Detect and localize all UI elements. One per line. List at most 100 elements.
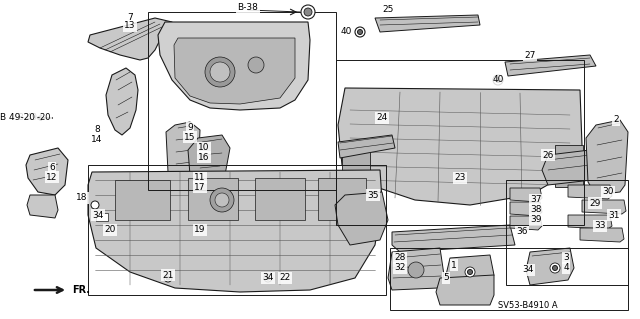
Text: 24: 24 xyxy=(376,114,388,122)
Polygon shape xyxy=(26,148,68,195)
Text: 9: 9 xyxy=(187,123,193,132)
Text: 8: 8 xyxy=(94,125,100,135)
Text: 23: 23 xyxy=(454,174,466,182)
Text: 15: 15 xyxy=(184,132,196,142)
Polygon shape xyxy=(158,22,310,110)
Text: 21: 21 xyxy=(163,271,173,279)
Text: B-38: B-38 xyxy=(237,4,259,12)
Polygon shape xyxy=(106,68,138,135)
Bar xyxy=(336,60,584,225)
Polygon shape xyxy=(542,150,596,185)
Circle shape xyxy=(358,29,362,34)
Bar xyxy=(188,178,238,220)
Text: 40: 40 xyxy=(340,27,352,36)
Polygon shape xyxy=(335,192,388,245)
Text: 29: 29 xyxy=(589,198,601,207)
Text: FR.: FR. xyxy=(72,285,90,295)
Text: 36: 36 xyxy=(516,227,528,236)
Polygon shape xyxy=(446,255,494,288)
Circle shape xyxy=(304,8,312,16)
Circle shape xyxy=(465,267,475,277)
Text: 14: 14 xyxy=(92,135,102,144)
Circle shape xyxy=(355,27,365,37)
Circle shape xyxy=(166,276,170,280)
Polygon shape xyxy=(526,248,574,285)
Text: 20: 20 xyxy=(104,226,116,234)
Text: 4: 4 xyxy=(563,263,569,272)
Bar xyxy=(88,165,386,295)
Text: 12: 12 xyxy=(46,173,58,182)
Circle shape xyxy=(467,270,472,275)
Polygon shape xyxy=(505,55,596,76)
Polygon shape xyxy=(510,216,542,230)
Text: 19: 19 xyxy=(195,226,205,234)
Text: 11: 11 xyxy=(195,174,205,182)
Text: 32: 32 xyxy=(394,263,406,272)
Circle shape xyxy=(493,75,503,85)
Bar xyxy=(555,145,583,187)
Text: 38: 38 xyxy=(531,205,541,214)
Polygon shape xyxy=(192,180,250,222)
Circle shape xyxy=(164,274,172,282)
Polygon shape xyxy=(582,200,626,214)
Text: 27: 27 xyxy=(524,50,536,60)
Polygon shape xyxy=(174,38,295,104)
Text: SV53-B4910 A: SV53-B4910 A xyxy=(498,300,557,309)
Text: 5: 5 xyxy=(443,273,449,283)
Bar xyxy=(148,12,336,190)
Text: 16: 16 xyxy=(198,152,210,161)
Circle shape xyxy=(205,57,235,87)
Circle shape xyxy=(215,193,229,207)
Text: 35: 35 xyxy=(367,190,379,199)
Polygon shape xyxy=(388,248,444,290)
Text: 6: 6 xyxy=(49,164,55,173)
Text: 17: 17 xyxy=(195,182,205,191)
Bar xyxy=(96,213,108,221)
Polygon shape xyxy=(27,195,58,218)
Text: 34: 34 xyxy=(522,265,534,275)
Circle shape xyxy=(301,5,315,19)
Bar xyxy=(342,150,370,190)
Bar xyxy=(506,180,628,285)
Text: 22: 22 xyxy=(280,273,291,283)
Text: 28: 28 xyxy=(394,254,406,263)
Text: 39: 39 xyxy=(531,216,541,225)
Circle shape xyxy=(495,78,500,83)
Circle shape xyxy=(552,265,557,271)
Circle shape xyxy=(91,201,99,209)
Text: 13: 13 xyxy=(124,21,136,31)
Bar xyxy=(318,178,366,220)
Text: 34: 34 xyxy=(92,211,104,219)
Polygon shape xyxy=(166,122,200,182)
Circle shape xyxy=(210,62,230,82)
Polygon shape xyxy=(580,228,624,242)
Circle shape xyxy=(210,188,234,212)
Polygon shape xyxy=(88,170,382,292)
Polygon shape xyxy=(375,15,480,32)
Text: 10: 10 xyxy=(198,144,210,152)
Circle shape xyxy=(266,276,270,280)
Text: 25: 25 xyxy=(382,5,394,14)
Polygon shape xyxy=(338,135,395,158)
Text: 1: 1 xyxy=(451,261,457,270)
Text: 33: 33 xyxy=(595,221,605,231)
Polygon shape xyxy=(568,185,612,199)
Polygon shape xyxy=(510,202,542,216)
Text: 37: 37 xyxy=(531,196,541,204)
Text: 40: 40 xyxy=(492,76,504,85)
Polygon shape xyxy=(188,135,230,185)
Polygon shape xyxy=(338,88,582,205)
Circle shape xyxy=(550,263,560,273)
Text: 7: 7 xyxy=(127,13,133,23)
Bar xyxy=(255,178,305,220)
Text: 26: 26 xyxy=(542,151,554,160)
Circle shape xyxy=(248,57,264,73)
Text: B 49-20: B 49-20 xyxy=(1,114,35,122)
Text: 3: 3 xyxy=(563,254,569,263)
Text: 31: 31 xyxy=(608,211,620,219)
Polygon shape xyxy=(510,188,542,202)
Bar xyxy=(390,248,628,310)
Polygon shape xyxy=(88,18,175,60)
Polygon shape xyxy=(392,225,515,252)
Bar xyxy=(115,180,170,220)
